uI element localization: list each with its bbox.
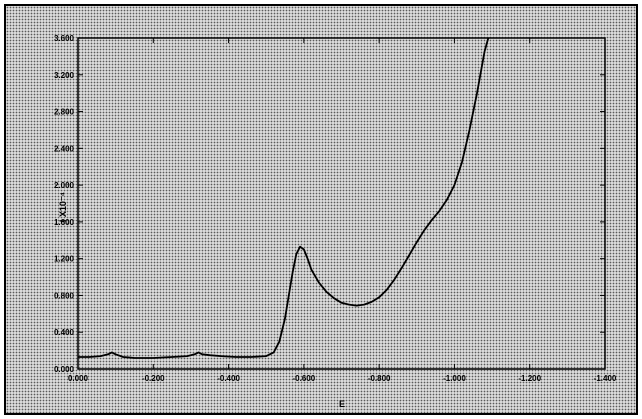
x-tick-label: -0.400 xyxy=(217,374,240,383)
x-tick-label: -0.200 xyxy=(142,374,165,383)
x-tick-label: -1.000 xyxy=(443,374,466,383)
x-tick-label: -1.400 xyxy=(594,374,617,383)
x-tick-label: -0.600 xyxy=(293,374,316,383)
x-tick-label: -1.200 xyxy=(518,374,541,383)
y-tick-label: 2.400 xyxy=(54,144,75,153)
y-tick-label: 1.600 xyxy=(54,218,75,227)
y-tick-label: 0.000 xyxy=(54,365,75,374)
y-tick-label: 3.600 xyxy=(54,34,75,43)
y-tick-label: 3.200 xyxy=(54,71,75,80)
y-tick-label: 1.200 xyxy=(54,255,75,264)
x-tick-label: 0.000 xyxy=(68,374,89,383)
x-tick-label: -0.800 xyxy=(368,374,391,383)
y-tick-label: 0.800 xyxy=(54,291,75,300)
y-tick-label: 0.400 xyxy=(54,328,75,337)
plot-area xyxy=(77,37,606,370)
y-tick-label: 2.800 xyxy=(54,108,75,117)
x-axis: 0.000 -0.200 -0.400 -0.600 -0.800 -1.000 -1.20… xyxy=(68,38,617,383)
series-line xyxy=(78,37,490,359)
y-tick-label: 2.000 xyxy=(54,181,75,190)
x-axis-title: E xyxy=(339,399,345,409)
chart-frame xyxy=(4,4,638,415)
y-axis-title: I X10⁻⁴ xyxy=(58,192,68,222)
y-axis: 0.000 0.400 0.800 1.200 1.600 2.000 2.400 2.800… xyxy=(54,34,605,374)
